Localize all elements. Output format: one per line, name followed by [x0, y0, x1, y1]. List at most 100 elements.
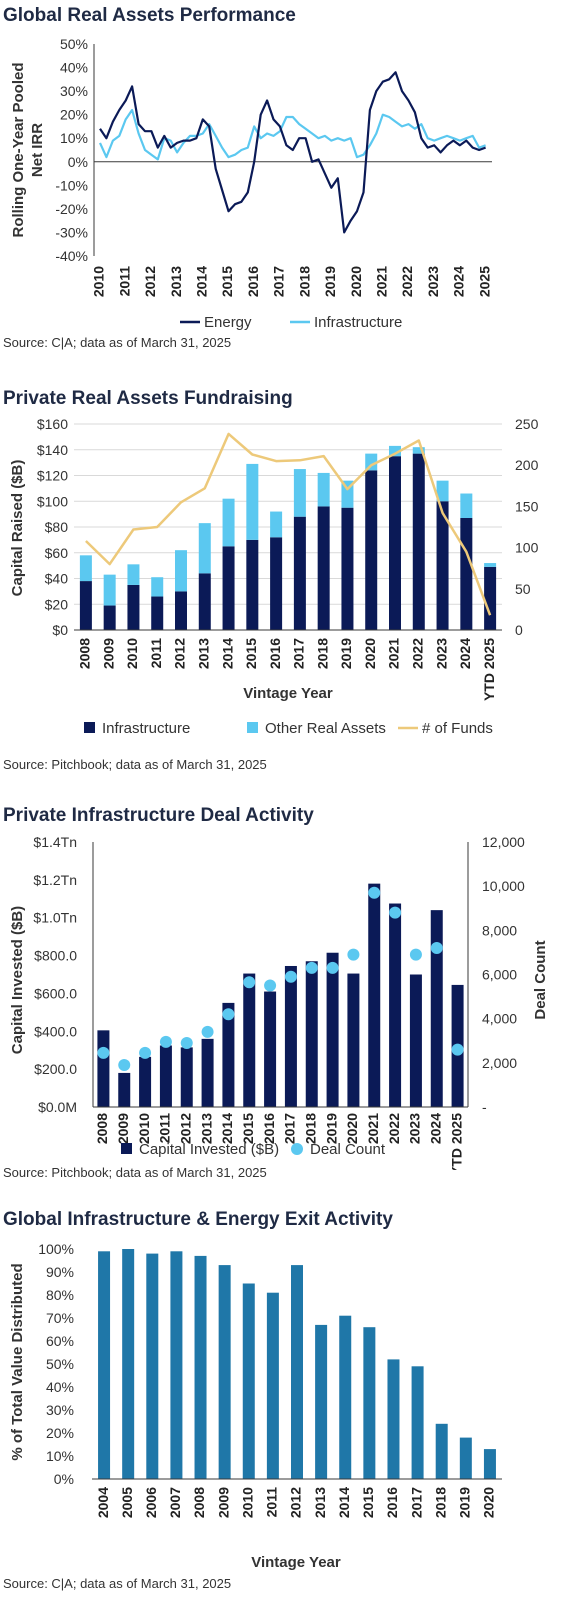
x-tick-label: 2021 [373, 266, 389, 297]
chart-source: Source: Pitchbook; data as of March 31, … [3, 1165, 267, 1180]
chart-panel-exit-activity: Global Infrastructure & Energy Exit Acti… [0, 1205, 566, 1600]
y-tick-label: 50% [46, 1356, 74, 1372]
y-tick-label: -20% [55, 201, 88, 217]
y-tick-label: $60 [45, 545, 69, 561]
y2-tick-label: 8,000 [482, 922, 517, 938]
y2-tick-label: 4,000 [482, 1011, 517, 1027]
bar-value-distributed [459, 1437, 472, 1479]
x-tick-label: 2023 [407, 1113, 423, 1144]
x-tick-label: 2015 [219, 266, 235, 297]
bar-other-real-assets [389, 445, 401, 457]
x-tick-label: 2020 [348, 266, 364, 297]
x-tick-label: 2012 [288, 1487, 304, 1518]
bar-infrastructure [484, 566, 497, 630]
bar-other-real-assets [79, 555, 92, 582]
bar-other-real-assets [436, 480, 449, 502]
y-tick-label: 10% [46, 1448, 74, 1464]
x-tick-label: 2012 [177, 1113, 193, 1144]
x-tick-label: 2015 [243, 638, 259, 669]
x-tick-label: 2017 [408, 1487, 424, 1518]
bar-infrastructure [341, 507, 354, 630]
x-tick-label: 2004 [95, 1487, 111, 1518]
y2-tick-label: 10,000 [482, 878, 525, 894]
y-tick-label: 100% [38, 1241, 74, 1257]
chart-title: Global Infrastructure & Energy Exit Acti… [3, 1209, 393, 1230]
x-tick-label: 2016 [267, 638, 283, 669]
bar-value-distributed [315, 1324, 328, 1479]
bar-value-distributed [98, 1251, 111, 1479]
x-tick-label: 2024 [451, 266, 467, 297]
x-tick-label: 2005 [119, 1487, 135, 1518]
y-tick-label: $160 [37, 416, 68, 432]
dot-deal-count [389, 906, 402, 919]
bar-capital-invested [347, 973, 360, 1107]
legend-label: Capital Invested ($B) [139, 1141, 279, 1158]
x-tick-label: 2016 [245, 266, 261, 297]
x-tick-label: 2018 [296, 266, 312, 297]
bar-infrastructure [436, 501, 449, 630]
chart-panel-irr: Global Real Assets Performance -40% -30% -… [0, 0, 566, 370]
x-axis-label: Vintage Year [243, 685, 333, 702]
bar-capital-invested [368, 883, 381, 1107]
x-tick-label: 2022 [399, 266, 415, 297]
x-tick-label: 2010 [91, 266, 107, 297]
bar-infrastructure [127, 584, 140, 630]
bar-value-distributed [242, 1283, 255, 1479]
x-tick-label: 2016 [261, 1113, 277, 1144]
bar-value-distributed [483, 1449, 496, 1479]
legend-label: Deal Count [310, 1141, 386, 1158]
bar-value-distributed [411, 1366, 424, 1479]
bar-value-distributed [291, 1265, 303, 1479]
y-tick-label: $200.0 [34, 1061, 77, 1077]
y-tick-label: $1.0Tn [33, 910, 77, 926]
bar-other-real-assets [198, 523, 211, 574]
y2-tick-label: 0 [515, 622, 523, 638]
bar-value-distributed [435, 1423, 448, 1479]
y2-tick-label: 150 [515, 498, 539, 514]
bar-capital-invested [430, 910, 443, 1107]
bar-capital-invested [284, 965, 297, 1107]
y-tick-label: 0% [54, 1471, 74, 1487]
y-tick-label: $400.0 [34, 1023, 77, 1039]
legend-swatch [121, 1143, 132, 1154]
bar-other-real-assets [127, 564, 140, 585]
x-tick-label: 2009 [215, 1487, 231, 1518]
bar-capital-invested [326, 952, 339, 1107]
y-tick-label: -40% [55, 248, 88, 264]
bar-infrastructure [246, 539, 259, 630]
x-tick-label: 2020 [344, 1113, 360, 1144]
bar-infrastructure [103, 605, 116, 630]
dot-deal-count [430, 942, 443, 954]
x-tick-label: 2017 [291, 638, 307, 669]
bar-infrastructure [293, 516, 306, 630]
legend-label: Energy [204, 314, 252, 331]
bar-infrastructure [175, 591, 187, 630]
x-tick-label: 2018 [432, 1487, 448, 1518]
y2-tick-label: 6,000 [482, 967, 517, 983]
y-axis-label: Rolling One-Year Pooled [10, 62, 27, 237]
y-tick-label: $20 [45, 596, 69, 612]
bar-capital-invested [118, 1072, 131, 1107]
x-tick-label: 2025 [476, 266, 492, 297]
y-tick-label: $0 [52, 622, 68, 638]
x-tick-label: 2010 [239, 1487, 255, 1518]
x-tick-label: 2022 [409, 638, 425, 669]
x-tick-label: 2013 [195, 638, 211, 669]
y-tick-label: 90% [46, 1264, 74, 1280]
y-axis-label: Capital Raised ($B) [9, 460, 26, 597]
chart-source: Source: C|A; data as of March 31, 2025 [3, 335, 232, 350]
x-tick-label: 2010 [124, 638, 140, 669]
dot-deal-count [451, 1043, 464, 1056]
x-tick-label: 2021 [365, 1113, 381, 1144]
x-tick-label: 2011 [264, 1487, 280, 1518]
y-tick-label: $800.0 [34, 948, 77, 964]
bar-other-real-assets [293, 469, 306, 517]
dot-deal-count [409, 948, 422, 961]
x-tick-label: 2011 [157, 1113, 173, 1144]
x-tick-label: 2013 [168, 266, 184, 297]
x-tick-label: YTD 2025 [448, 1113, 464, 1170]
dot-deal-count [326, 961, 339, 974]
x-tick-label: 2019 [338, 638, 354, 669]
dot-deal-count [139, 1046, 152, 1059]
x-tick-label: YTD 2025 [481, 638, 497, 701]
